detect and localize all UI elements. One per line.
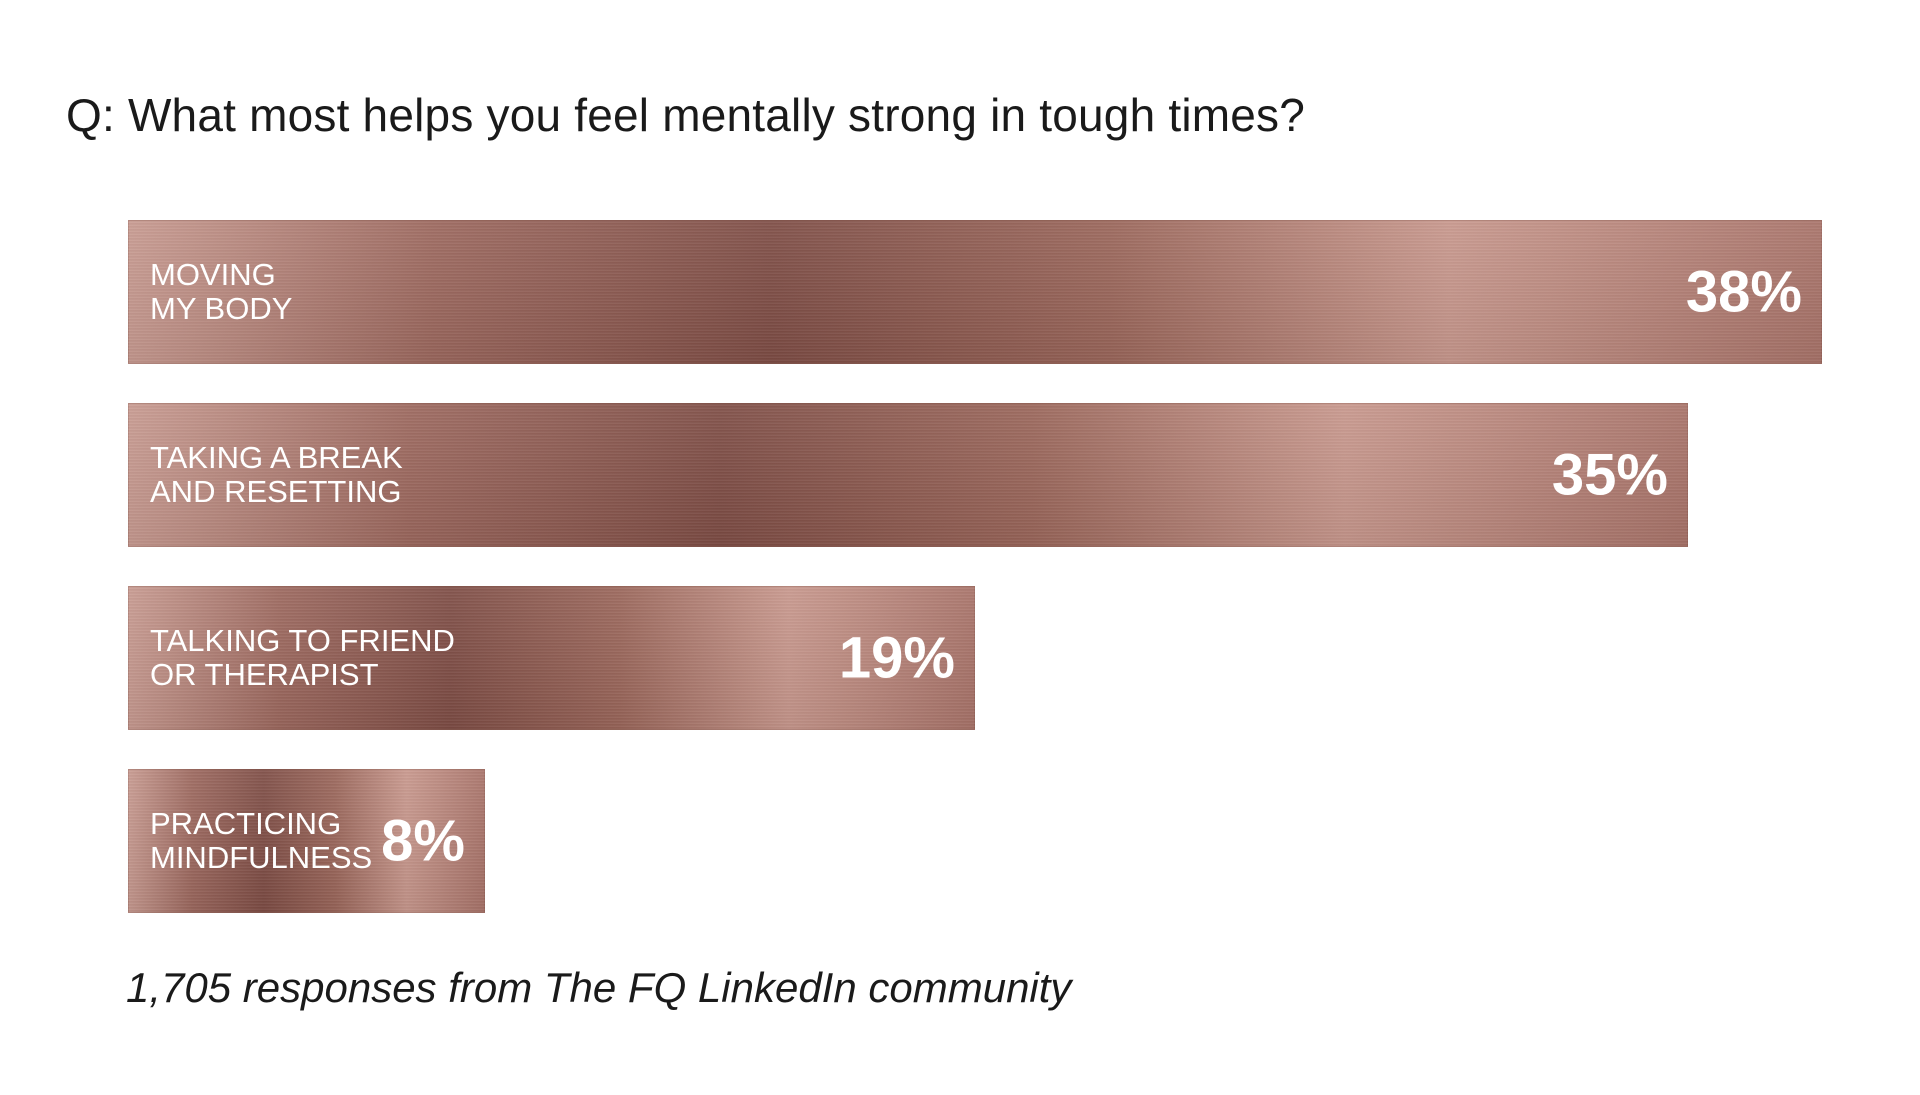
bar-value-label: 19% <box>838 625 955 691</box>
chart-footnote: 1,705 responses from The FQ LinkedIn com… <box>126 964 1072 1011</box>
bar-value-label: 8% <box>381 808 465 874</box>
bar-3: TALKING TO FRIEND OR THERAPIST 19% <box>128 586 975 730</box>
bar-value-label: 35% <box>1551 442 1668 508</box>
bar-1: MOVING MY BODY 38% <box>128 220 1822 364</box>
bar-category-label: PRACTICING MINDFULNESS <box>150 806 373 875</box>
bar-4: PRACTICING MINDFULNESS 8% <box>128 769 485 913</box>
bar-category-label: TALKING TO FRIEND OR THERAPIST <box>150 623 455 692</box>
bar-category-label: TAKING A BREAK AND RESETTING <box>150 440 403 509</box>
chart-title: Q: What most helps you feel mentally str… <box>66 89 1306 141</box>
bar-2: TAKING A BREAK AND RESETTING 35% <box>128 403 1688 547</box>
bar-value-label: 38% <box>1685 259 1802 325</box>
bar-category-label: MOVING MY BODY <box>150 257 293 326</box>
